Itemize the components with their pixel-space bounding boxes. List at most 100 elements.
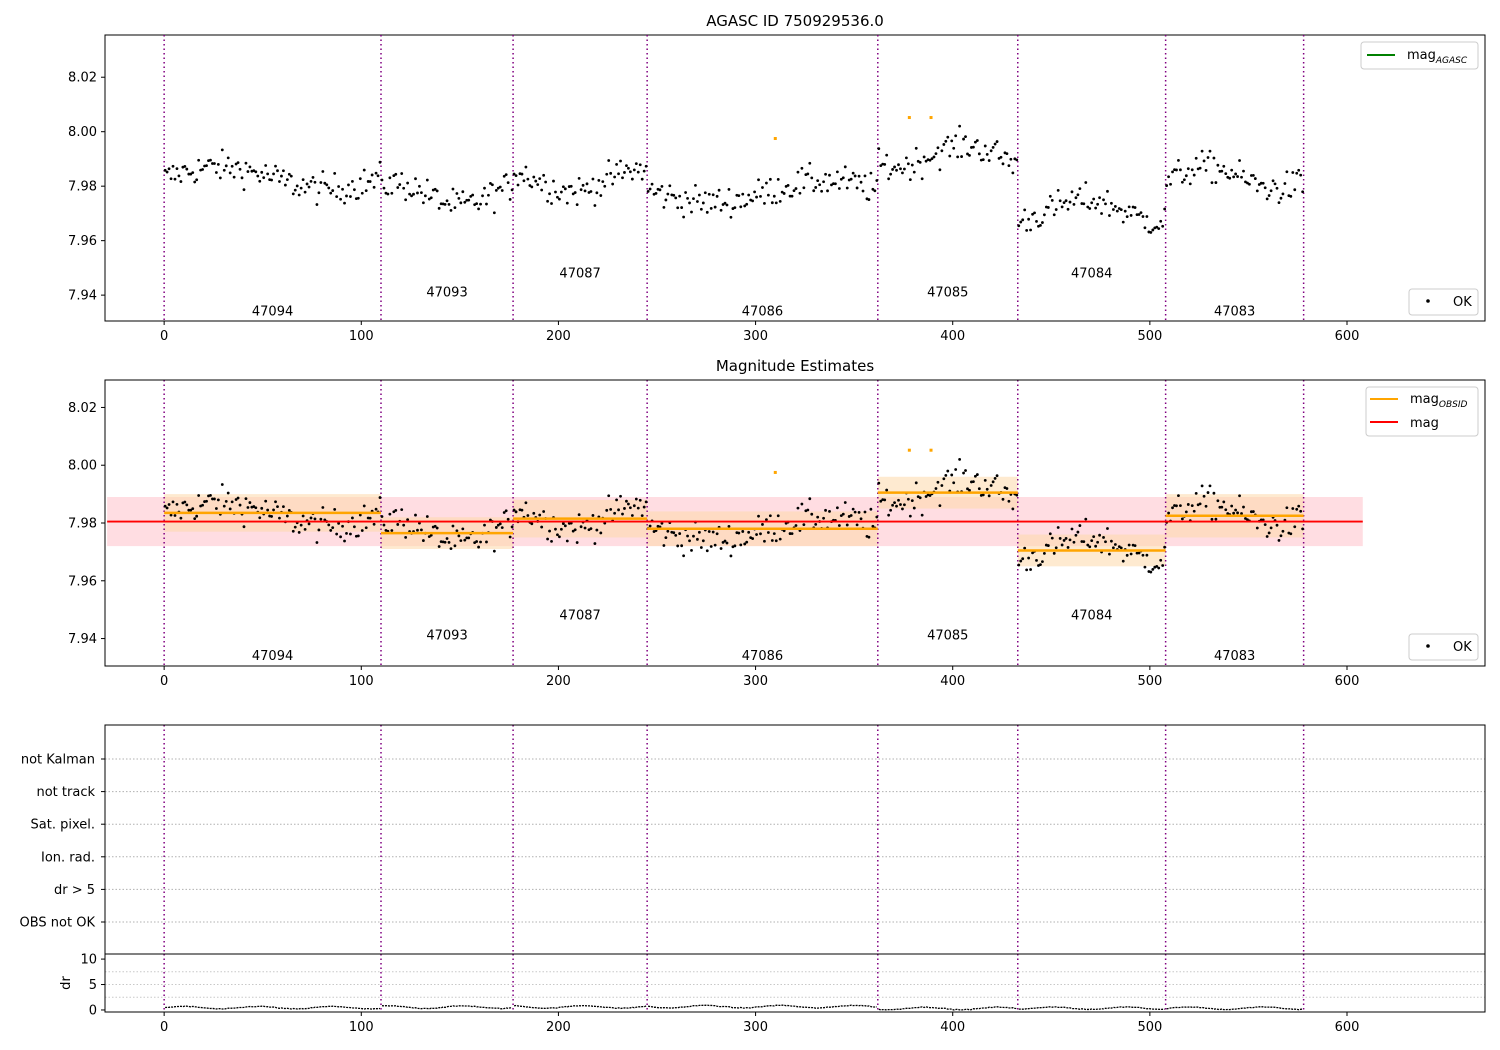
data-point-ok <box>343 539 346 543</box>
data-point-ok <box>725 203 729 207</box>
data-point-ok <box>995 140 999 143</box>
data-point-ok <box>211 162 214 165</box>
y-tick-label: 8.02 <box>68 71 97 86</box>
data-point-ok <box>739 543 743 547</box>
data-point-ok <box>191 171 195 174</box>
data-point-ok <box>530 185 534 189</box>
data-point-ok <box>362 168 366 172</box>
data-point-ok <box>1064 199 1068 203</box>
data-point-ok <box>1074 533 1078 537</box>
data-point-ok <box>175 167 179 171</box>
data-point-ok <box>1017 224 1021 228</box>
data-point-ok <box>325 183 329 187</box>
data-point-ok <box>1023 546 1027 550</box>
data-point-ok <box>201 503 204 507</box>
data-point-ok <box>968 153 971 157</box>
data-point-ok <box>301 514 305 518</box>
data-point-ok <box>224 500 228 503</box>
data-point-ok <box>851 171 855 175</box>
data-point-ok <box>1035 558 1038 562</box>
data-point-ok <box>1005 487 1009 490</box>
data-point-ok <box>571 529 575 533</box>
data-point-ok <box>1082 540 1086 544</box>
dr-series <box>1166 1006 1303 1011</box>
data-point-ok <box>1074 196 1078 200</box>
flag-category-label: Sat. pixel. <box>31 818 95 833</box>
data-point-ok <box>1232 175 1236 179</box>
data-point-ok <box>1046 544 1050 547</box>
data-point-ok <box>372 522 376 526</box>
data-point-ok <box>1230 504 1234 508</box>
data-point-ok <box>991 480 995 484</box>
data-point-ok <box>765 518 768 522</box>
data-point-ok <box>386 192 390 196</box>
data-point-ok <box>871 524 875 528</box>
data-point-ok <box>723 539 727 543</box>
data-point-ok <box>469 194 473 198</box>
data-point-ok <box>317 191 321 195</box>
data-point-ok <box>1210 181 1214 185</box>
data-point-ok <box>1021 557 1025 561</box>
x-tick-label: 100 <box>349 329 374 344</box>
data-point-ok <box>1301 190 1305 194</box>
data-point-ok <box>605 172 609 176</box>
data-point-ok <box>895 504 898 508</box>
y-tick-label: 8.02 <box>68 401 97 416</box>
data-point-ok <box>356 534 360 538</box>
data-point-ok <box>1202 494 1206 498</box>
data-point-ok <box>1220 169 1224 173</box>
data-point-ok <box>485 202 488 206</box>
data-point-ok <box>936 480 940 484</box>
data-point-ok <box>727 525 731 528</box>
data-point-ok <box>1104 202 1107 206</box>
data-point-ok <box>999 155 1003 159</box>
data-point-ok <box>912 506 916 510</box>
data-point-ok <box>242 525 246 529</box>
data-point-ok <box>676 544 680 548</box>
data-point-ok <box>883 498 887 502</box>
data-point-ok <box>1301 527 1305 531</box>
data-point-ok <box>609 507 613 511</box>
data-point-ok <box>729 215 733 219</box>
data-point-ok <box>163 504 167 508</box>
data-point-ok <box>737 194 741 198</box>
data-point-ok <box>873 189 877 193</box>
data-point-ok <box>703 191 707 195</box>
obsid-label: 47094 <box>252 649 293 664</box>
panel-dr: 0 100 200 300 400 500 600 0 5 10 dr <box>59 953 1486 1035</box>
data-point-ok <box>510 188 514 192</box>
data-point-ok <box>837 187 841 190</box>
data-point-ok <box>1015 158 1019 162</box>
data-point-ok <box>1251 173 1255 177</box>
data-point-ok <box>745 540 749 544</box>
data-point-ok <box>323 181 327 185</box>
data-point-ok <box>1088 545 1092 549</box>
data-point-ok <box>1009 157 1013 161</box>
data-point-ok <box>246 170 250 173</box>
data-point-ok <box>688 201 691 205</box>
data-point-ok <box>973 474 977 478</box>
data-point-ok <box>218 176 222 180</box>
data-point-ok <box>1056 526 1060 529</box>
data-point-ok <box>234 498 238 501</box>
data-point-ok <box>1190 168 1194 172</box>
data-point-ok <box>173 177 177 181</box>
data-point-ok <box>333 508 337 511</box>
data-point-ok <box>356 196 360 200</box>
data-point-ok <box>1021 218 1025 222</box>
data-point-ok <box>276 169 279 173</box>
data-point-ok <box>258 179 262 183</box>
data-point-ok <box>214 171 218 174</box>
data-point-ok <box>1240 512 1243 515</box>
data-point-ok <box>542 173 546 177</box>
data-point-ok <box>696 200 699 203</box>
obsid-label: 47085 <box>927 285 968 300</box>
data-point-ok <box>849 514 853 517</box>
data-point-ok <box>563 524 567 528</box>
data-point-ok <box>214 507 218 510</box>
data-point-ok <box>556 533 559 537</box>
data-point-ok <box>1019 220 1023 224</box>
data-point-ok <box>1184 174 1188 178</box>
panel4-frame <box>104 953 1486 1013</box>
data-point-ok <box>707 192 711 196</box>
